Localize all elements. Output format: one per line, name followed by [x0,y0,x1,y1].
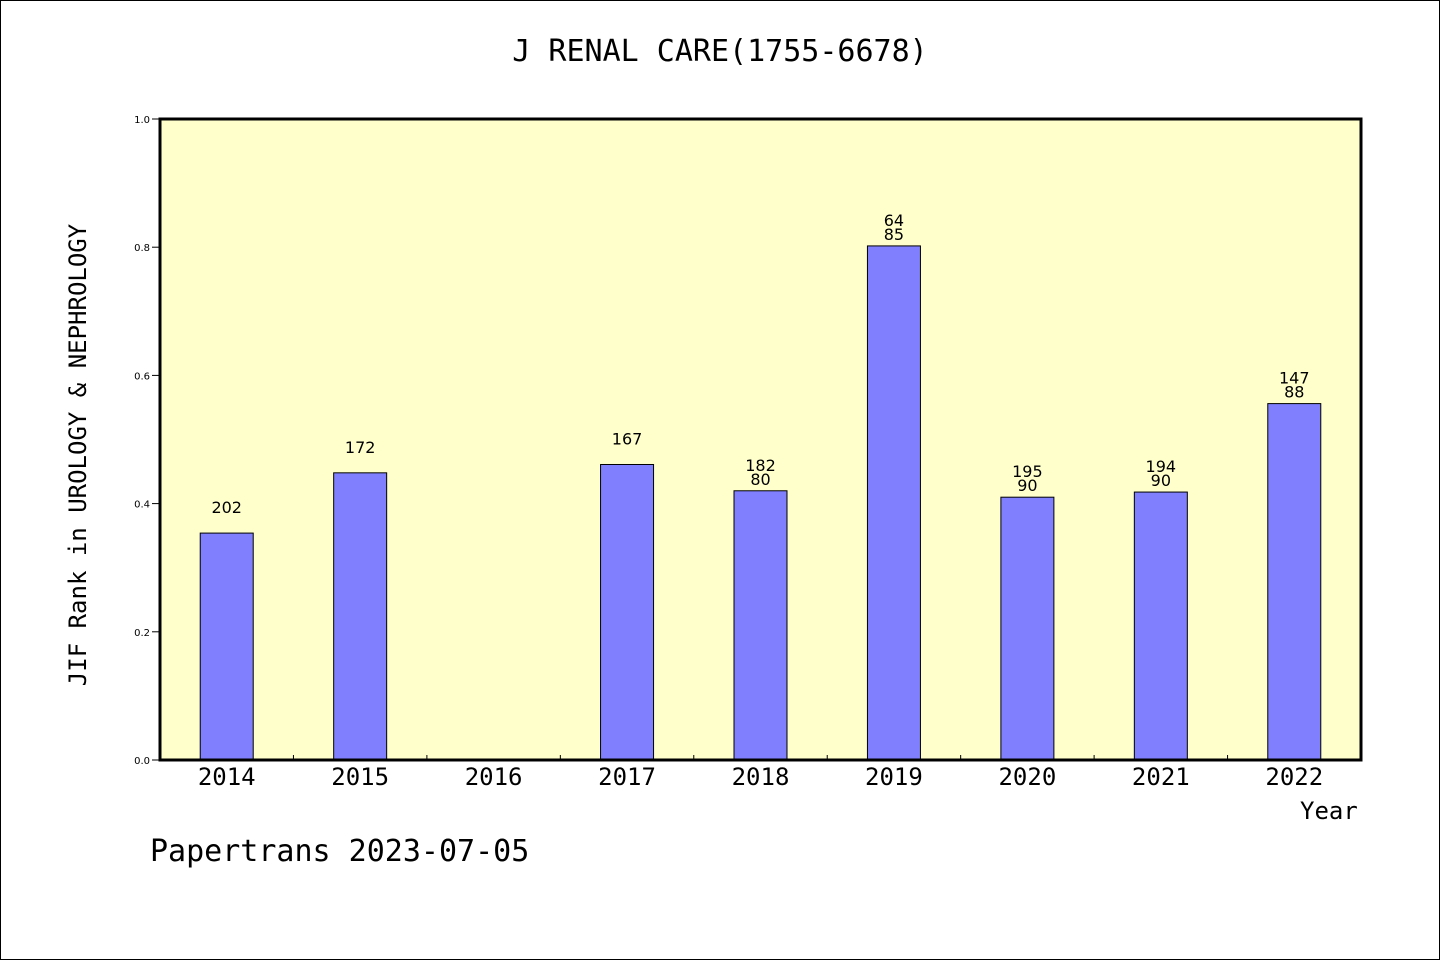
x-tick-label-2021: 2021 [1132,763,1190,791]
x-axis-label: Year [1300,797,1358,825]
footer-note: Papertrans 2023-07-05 [150,834,530,869]
data-label-2020-1: 195 [1012,462,1043,481]
x-tick-label-2018: 2018 [732,763,790,791]
data-label-2014-1: 202 [211,498,242,517]
data-label-2018-1: 182 [745,456,776,475]
bar-2021 [1133,491,1188,761]
data-label-2019-1: 64 [884,211,904,230]
data-label-2019-2: 85 [884,225,904,244]
data-label-2022-2: 88 [1284,383,1304,402]
bar-2020 [1000,496,1055,761]
y-axis-label: JIF Rank in UROLOGY & NEPHROLOGY [64,223,92,687]
y-tick-label-0.4: 0.4 [134,500,150,511]
chart-title: J RENAL CARE(1755-6678) [512,34,928,69]
data-label-2022-1: 147 [1279,369,1310,388]
y-ticks-layer: 0.0 0.2 0.4 0.6 0.8 1.0 [134,115,160,767]
data-label-2021-2: 90 [1151,471,1171,490]
y-tick-label-0.0: 0.0 [134,756,150,767]
y-tick-label-0.2: 0.2 [134,628,150,639]
y-tick-label-0.8: 0.8 [134,243,150,254]
x-tick-label-2015: 2015 [331,763,389,791]
bar-2019 [866,245,921,761]
data-label-2021-1: 194 [1146,457,1177,476]
x-tick-label-2022: 2022 [1265,763,1323,791]
bar-2017 [600,463,655,761]
bar-2022 [1267,403,1322,761]
data-label-2018-2: 80 [750,470,770,489]
bars-layer [199,245,1322,761]
data-label-2015-1: 172 [345,438,376,457]
bar-2014 [199,532,254,761]
x-tick-label-2016: 2016 [465,763,523,791]
bar-2018 [733,490,788,761]
data-label-2020-2: 90 [1017,476,1037,495]
x-tick-label-2017: 2017 [598,763,656,791]
bar-2015 [333,472,388,761]
x-tick-label-2014: 2014 [198,763,256,791]
x-tick-label-2019: 2019 [865,763,923,791]
y-tick-label-0.6: 0.6 [134,371,150,382]
x-ticks-layer: 2014 2015 2016 2017 2018 2019 2020 2021 2022 [198,755,1323,791]
y-tick-label-1.0: 1.0 [134,115,150,126]
data-label-2017-1: 167 [612,429,643,448]
x-tick-label-2020: 2020 [998,763,1056,791]
plot-border [158,117,1363,762]
